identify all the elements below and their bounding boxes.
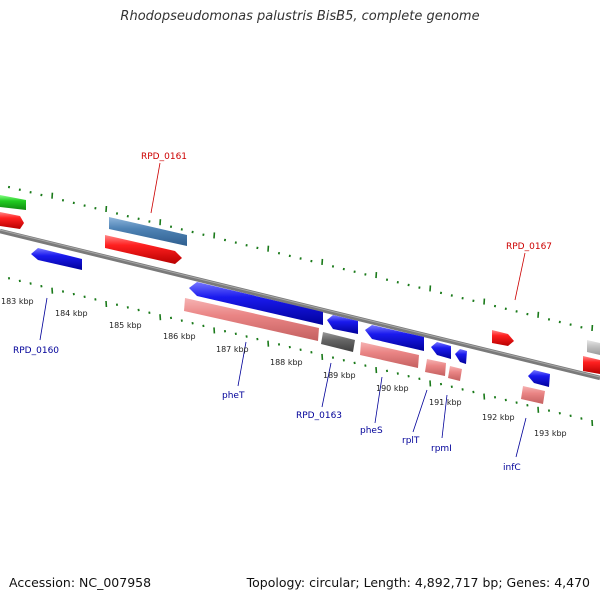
label-leader-lines (39, 162, 527, 458)
kbp-label: 187 kbp (216, 345, 249, 354)
gene-infc-arrow[interactable] (528, 370, 550, 387)
kbp-label: 192 kbp (482, 413, 515, 422)
kbp-label: 185 kbp (109, 321, 142, 330)
gene-label-rpd0167[interactable]: RPD_0167 (506, 242, 552, 252)
accession-text: Accession: NC_007958 (9, 575, 152, 590)
scale-ticks (7, 185, 594, 427)
kbp-label: 184 kbp (55, 309, 88, 318)
gene-rplt-box[interactable] (425, 359, 446, 376)
lower-strand-genes (31, 248, 550, 404)
genome-title: Rhodopseudomonas palustris BisB5, comple… (120, 9, 480, 24)
kbp-labels: 183 kbp 184 kbp 185 kbp 186 kbp 187 kbp … (1, 297, 567, 438)
kbp-label: 191 kbp (429, 398, 462, 407)
gene-red-arrow-rpd0161[interactable] (105, 235, 182, 264)
gene-labels: RPD_0161 RPD_0167 RPD_0160 pheT RPD_0163… (13, 152, 552, 473)
kbp-label: 188 kbp (270, 358, 303, 367)
gene-rplt-arrow[interactable] (431, 342, 451, 359)
gene-phet-arrow[interactable] (189, 282, 323, 325)
gene-light-box[interactable] (587, 340, 600, 355)
gene-label-rpd0160[interactable]: RPD_0160 (13, 346, 59, 356)
gene-red-arrow-right[interactable] (583, 356, 600, 374)
gene-rpmi-arrow[interactable] (455, 349, 467, 364)
gene-label-phes[interactable]: pheS (360, 426, 383, 436)
genome-summary-text: Topology: circular; Length: 4,892,717 bp… (246, 575, 590, 590)
kbp-label: 189 kbp (323, 371, 356, 380)
genome-backbone-highlight (0, 229, 600, 378)
gene-phet-box[interactable] (184, 298, 319, 341)
genome-backbone (0, 228, 600, 381)
kbp-label: 190 kbp (376, 384, 409, 393)
gene-label-rpmi[interactable]: rpmI (431, 444, 452, 454)
gene-infc-box[interactable] (521, 386, 545, 404)
gene-label-infc[interactable]: infC (503, 463, 521, 473)
gene-label-rplt[interactable]: rplT (402, 436, 420, 446)
gene-phes-box[interactable] (360, 342, 419, 368)
gene-label-rpd0163[interactable]: RPD_0163 (296, 411, 342, 421)
gene-rpd0161-box[interactable] (109, 217, 187, 246)
upper-strand-genes (0, 195, 600, 374)
kbp-label: 186 kbp (163, 332, 196, 341)
gene-red-arrow-left[interactable] (0, 212, 24, 229)
kbp-label: 183 kbp (1, 297, 34, 306)
gene-rpd0160-arrow[interactable] (31, 248, 82, 270)
kbp-label: 193 kbp (534, 429, 567, 438)
gene-red-arrow-rpd0167[interactable] (492, 330, 514, 346)
gene-phes-arrow[interactable] (365, 325, 424, 351)
gene-rpd0163-arrow[interactable] (327, 315, 358, 334)
gene-rpd0163-box[interactable] (321, 332, 355, 352)
gene-label-phet[interactable]: pheT (222, 391, 245, 401)
gene-green-arrow[interactable] (0, 195, 26, 210)
gene-rpmi-box[interactable] (448, 366, 462, 381)
gene-label-rpd0161[interactable]: RPD_0161 (141, 152, 187, 162)
